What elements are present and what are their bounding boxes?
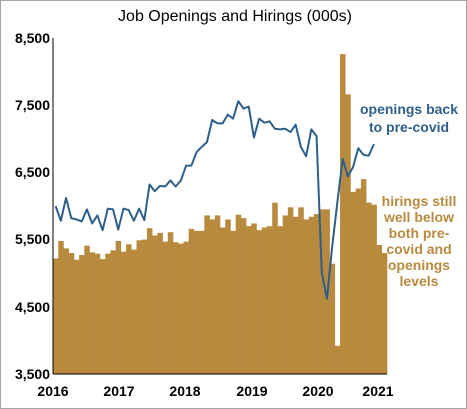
- hirings-bar: [94, 253, 101, 374]
- hirings-bar: [199, 230, 205, 374]
- hirings-bar: [282, 215, 289, 374]
- hirings-bar: [167, 232, 174, 374]
- hirings-bar: [204, 215, 210, 374]
- hirings-bar: [63, 248, 69, 374]
- hirings-bar: [235, 214, 242, 374]
- x-tick-label: 2019: [236, 383, 267, 399]
- hirings-bar: [53, 258, 59, 374]
- hirings-bar: [178, 243, 184, 374]
- x-tick-label: 2016: [37, 383, 68, 399]
- hirings-bar: [266, 226, 273, 374]
- hirings-bar: [360, 179, 367, 374]
- openings-line-layer: [54, 100, 375, 300]
- x-tick-label: 2018: [169, 383, 200, 399]
- hirings-bars: [53, 54, 388, 374]
- hirings-bar: [188, 228, 195, 374]
- hirings-bar: [214, 215, 221, 374]
- hirings-bar: [225, 219, 231, 374]
- hirings-bar: [293, 216, 299, 374]
- hirings-bar: [340, 54, 346, 374]
- hirings-bar: [126, 244, 132, 374]
- hirings-bar: [84, 245, 90, 374]
- hirings-bar: [58, 240, 64, 374]
- hirings-bar: [152, 235, 158, 374]
- y-tick-label: 7,500: [15, 97, 50, 113]
- hirings-bar: [162, 241, 169, 374]
- hirings-bar: [308, 216, 315, 374]
- hirings-bar: [334, 345, 341, 374]
- hirings-bar: [251, 223, 257, 374]
- openings-annotation: openings back to pre-covid: [360, 101, 458, 135]
- hirings-bar: [303, 219, 310, 374]
- hirings-bar: [173, 242, 179, 374]
- hirings-bar: [68, 253, 75, 374]
- x-tick-label: 2017: [103, 383, 134, 399]
- hirings-bar: [381, 253, 388, 374]
- hirings-bar: [115, 240, 122, 374]
- hirings-bar: [209, 219, 216, 374]
- openings-annotation-line: openings back: [360, 101, 458, 117]
- y-tick-label: 4,500: [15, 299, 50, 315]
- hirings-bar: [183, 241, 189, 374]
- openings-annotation-line: to pre-covid: [369, 119, 449, 135]
- hirings-bar: [79, 255, 85, 374]
- y-tick-label: 8,500: [15, 30, 50, 46]
- x-axis-ticks: 2016 2017 2018 2019 2020 2021: [37, 383, 393, 399]
- hirings-bar: [355, 188, 362, 374]
- hirings-bar: [329, 263, 336, 374]
- hirings-bar: [110, 250, 116, 374]
- hirings-annotation-line: levels: [400, 273, 439, 289]
- hirings-bar: [345, 94, 351, 374]
- hirings-bar: [99, 259, 106, 374]
- hirings-bar: [272, 202, 278, 374]
- hirings-bar: [313, 214, 320, 374]
- y-axis-ticks: 8,500 7,500 6,500 5,500 4,500 3,500: [15, 30, 50, 382]
- hirings-bar: [120, 251, 127, 374]
- hirings-bar: [376, 244, 383, 374]
- hirings-annotation-line: both pre-: [389, 225, 450, 241]
- hirings-bar: [73, 259, 80, 374]
- hirings-annotation-line: openings: [388, 257, 450, 273]
- hirings-bar: [261, 227, 268, 374]
- hirings-bar: [256, 230, 263, 374]
- hirings-bar: [105, 253, 111, 374]
- hirings-annotation-line: well below: [383, 209, 454, 225]
- hirings-bar: [193, 230, 200, 374]
- hirings-bar: [298, 207, 304, 374]
- hirings-bar: [240, 218, 247, 374]
- hirings-bar: [319, 209, 325, 374]
- y-tick-label: 5,500: [15, 231, 50, 247]
- chart-title: Job Openings and Hirings (000s): [118, 8, 352, 25]
- hirings-bar: [131, 249, 137, 374]
- x-tick-label: 2020: [302, 383, 333, 399]
- hirings-bar: [230, 230, 236, 374]
- hirings-bar: [246, 226, 252, 374]
- hirings-bar: [366, 202, 372, 374]
- hirings-bar: [277, 226, 283, 374]
- openings-line: [54, 100, 375, 300]
- hirings-bar: [146, 228, 153, 374]
- y-tick-label: 6,500: [15, 164, 50, 180]
- y-tick-label: 3,500: [15, 366, 50, 382]
- hirings-bar: [141, 239, 148, 374]
- hirings-bar: [89, 252, 96, 374]
- hirings-bar: [350, 191, 356, 374]
- hirings-annotation-line: hirings still: [382, 193, 457, 209]
- hirings-bar: [371, 204, 377, 374]
- hirings-annotation: hirings still well below both pre- covid…: [382, 193, 457, 289]
- x-tick-label: 2021: [362, 383, 393, 399]
- hirings-annotation-line: covid and: [386, 241, 451, 257]
- hirings-bar: [220, 227, 226, 374]
- hirings-bar: [287, 207, 294, 374]
- hirings-bar: [157, 232, 163, 374]
- hirings-bar: [136, 240, 143, 374]
